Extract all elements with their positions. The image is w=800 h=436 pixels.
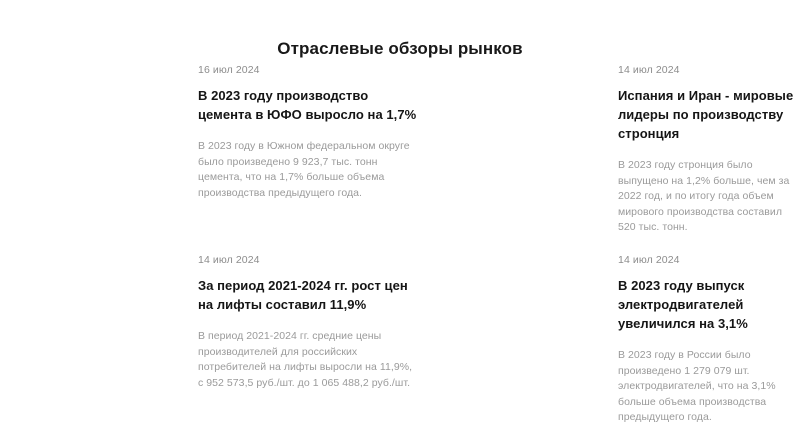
review-headline[interactable]: За период 2021-2024 гг. рост цен на лифт… [198,278,408,312]
review-date: 14 июл 2024 [618,64,680,76]
review-date: 14 июл 2024 [198,254,260,266]
review-summary: В период 2021-2024 гг. средние цены прои… [198,330,413,389]
reviews-grid: 16 июл 2024 В 2023 году производство цем… [0,63,800,436]
review-summary: В 2023 году стронция было выпущено на 1,… [618,159,790,233]
reviews-row: 14 июл 2024 За период 2021-2024 гг. рост… [0,253,800,436]
strontium-mineral-photo[interactable] [430,63,598,205]
review-card-text: 16 июл 2024 В 2023 году производство цем… [178,63,425,253]
cement-bags-photo[interactable] [10,63,178,205]
review-card-cement-yufo[interactable]: 16 июл 2024 В 2023 году производство цем… [0,63,425,253]
electric-motors-photo[interactable] [430,253,598,395]
review-summary: В 2023 году в Южном федеральном округе б… [198,140,410,199]
page-title: Отраслевые обзоры рынков [277,39,523,59]
review-headline[interactable]: Испания и Иран - мировые лидеры по произ… [618,88,794,141]
review-card-text: 14 июл 2024 В 2023 году выпуск электродв… [598,253,800,436]
elevator-shaft-photo[interactable] [10,253,178,395]
review-card-text: 14 июл 2024 Испания и Иран - мировые лид… [598,63,800,253]
review-card-electric-motors[interactable]: 14 июл 2024 В 2023 году выпуск электродв… [425,253,800,436]
review-summary: В 2023 году в России было произведено 1 … [618,349,776,423]
review-date: 16 июл 2024 [198,64,260,76]
review-headline[interactable]: В 2023 году производство цемента в ЮФО в… [198,88,417,122]
review-date: 14 июл 2024 [618,254,680,266]
review-card-strontium-world[interactable]: 14 июл 2024 Испания и Иран - мировые лид… [425,63,800,253]
review-card-text: 14 июл 2024 За период 2021-2024 гг. рост… [178,253,425,436]
reviews-row: 16 июл 2024 В 2023 году производство цем… [0,63,800,253]
review-card-elevators-prices[interactable]: 14 июл 2024 За период 2021-2024 гг. рост… [0,253,425,436]
review-headline[interactable]: В 2023 году выпуск электродвигателей уве… [618,278,748,331]
